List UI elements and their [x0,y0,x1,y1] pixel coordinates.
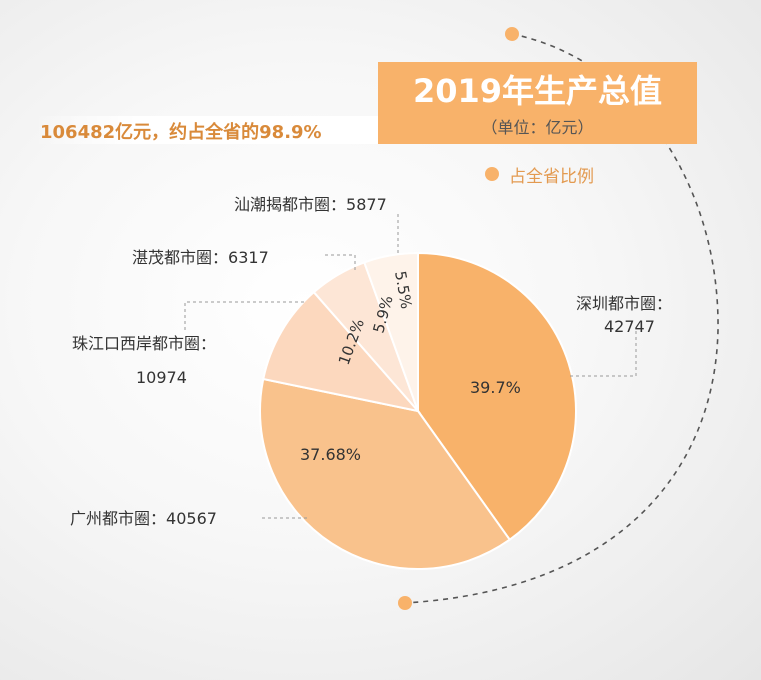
label-shenzhen-name: 深圳都市圈 [576,294,657,313]
label-zhujiang-value: 10974 [136,368,187,387]
total-band [34,116,378,144]
decorative-arc [404,33,719,604]
pie-slice-guangzhou [259,377,512,570]
label-zhanmao: 湛茂都市圈：6317 [132,244,269,268]
label-shanchao: 汕潮揭都市圈：5877 [234,191,387,215]
legend-label: 占全省比例 [509,166,594,187]
percent-label-guangzhou: 37.68% [300,445,361,464]
leader-line-zhujiang [184,301,305,330]
label-zhujiang-name-line: 珠江口西岸都市圈： [72,330,216,354]
label-zhanmao-value: 6317 [228,248,269,267]
chart-title: 2019年生产总值 [412,72,663,110]
legend: 占全省比例 [485,162,594,187]
label-zhanmao-name: 湛茂都市圈 [132,248,213,267]
label-shenzhen-name-line: 深圳都市圈： [576,290,672,314]
leader-line-zhanmao [325,254,356,272]
label-separator: ： [200,334,217,353]
label-separator: ： [656,294,673,313]
leader-lines [184,214,637,519]
label-guangzhou-value: 40567 [166,509,217,528]
title-box: 2019年生产总值 （单位：亿元） [378,62,697,144]
arc-dot-bottom [398,596,412,610]
unit-subtitle: （单位：亿元） [481,118,594,137]
legend-dot-icon [485,167,499,181]
label-separator: ： [330,195,347,214]
total-note: 106482亿元，约占全省的98.9% [40,122,322,143]
label-guangzhou-name: 广州都市圈 [70,509,151,528]
label-shanchao-name: 汕潮揭都市圈 [234,195,331,214]
pie-slice-zhujiang [262,290,421,413]
label-separator: ： [212,248,229,267]
label-separator: ： [150,509,167,528]
label-shanchao-value: 5877 [346,195,387,214]
percent-label-shenzhen: 39.7% [470,378,521,397]
label-zhujiang-name: 珠江口西岸都市圈 [72,334,201,353]
pie-slice-shenzhen [417,251,577,542]
arc-dot-top [505,27,519,41]
label-guangzhou: 广州都市圈：40567 [70,505,217,529]
leader-line-shenzhen [570,330,637,377]
pie-slices [259,251,577,570]
label-shenzhen-value: 42747 [604,317,655,336]
pie-slice-shanchao [363,251,419,412]
